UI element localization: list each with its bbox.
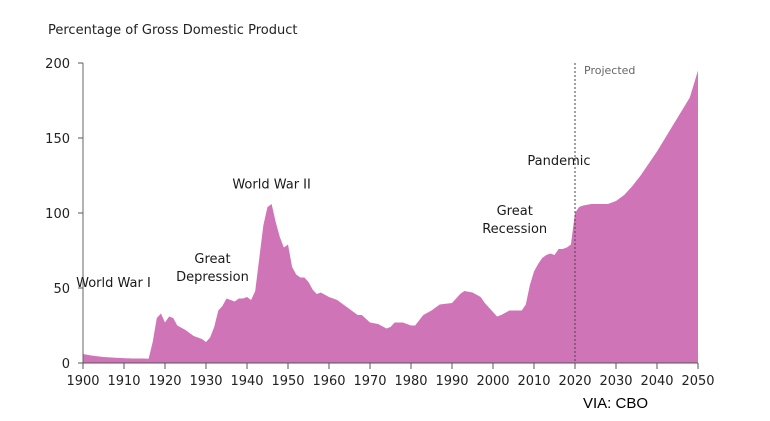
projected-label: Projected [584,64,635,77]
x-tick-label: 1970 [353,374,386,389]
y-axis-title: Percentage of Gross Domestic Product [48,23,297,38]
y-tick-label: 50 [53,282,70,297]
x-axis-ticks: 1900 1910 1920 1930 1940 1950 1960 1970 1980 1990… [66,363,715,389]
annotation-great-depression-line2: Depression [176,270,249,285]
y-tick-label: 100 [45,207,70,222]
x-tick-label: 2030 [599,374,632,389]
plot-area [83,70,698,363]
x-tick-label: 1930 [189,374,222,389]
x-tick-label: 1920 [148,374,181,389]
x-tick-label: 1950 [271,374,304,389]
x-tick-label: 2000 [476,374,509,389]
y-tick-label: 0 [62,357,70,372]
annotation-great-recession-line1: Great [497,204,533,219]
x-tick-label: 2020 [558,374,591,389]
annotation-world-war-1: World War I [76,276,151,291]
x-tick-label: 1980 [394,374,427,389]
x-tick-label: 1990 [435,374,468,389]
x-tick-label: 2040 [640,374,673,389]
x-tick-label: 1910 [107,374,140,389]
source-credit: VIA: CBO [583,395,648,412]
annotation-great-depression-line1: Great [194,252,230,267]
annotation-world-war-2: World War II [232,178,311,193]
y-axis-ticks: 0 50 100 150 200 [45,57,83,372]
x-tick-label: 1960 [312,374,345,389]
x-tick-label: 2050 [681,374,714,389]
annotation-pandemic: Pandemic [527,154,590,169]
x-tick-label: 1900 [66,374,99,389]
y-tick-label: 150 [45,132,70,147]
annotation-great-recession-line2: Recession [482,222,547,237]
area-series-debt-to-gdp [83,70,698,363]
x-tick-label: 1940 [230,374,263,389]
x-tick-label: 2010 [517,374,550,389]
y-tick-label: 200 [45,57,70,72]
